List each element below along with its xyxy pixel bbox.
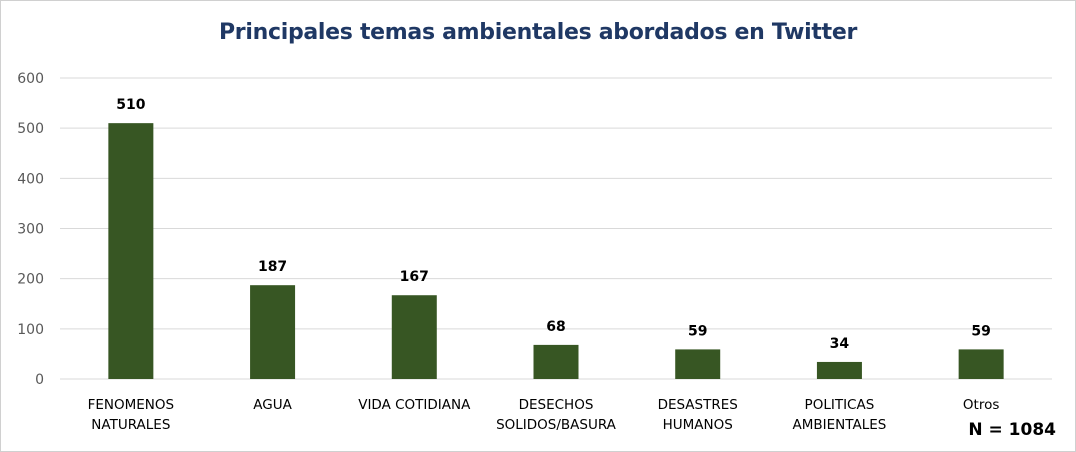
bar (250, 285, 296, 379)
x-tick-label: DESASTRES HUMANOS (658, 397, 738, 433)
y-tick-label: 500 (17, 121, 44, 137)
bars (108, 123, 1004, 380)
sample-size-annotation: N = 1084 (968, 420, 1056, 440)
data-label: 59 (971, 323, 990, 339)
data-label: 59 (688, 323, 707, 339)
chart-title: Principales temas ambientales abordados … (218, 20, 858, 45)
y-axis-ticks: 0 100 200 300 400 500 600 (17, 71, 44, 388)
y-tick-label: 600 (17, 71, 44, 87)
x-tick-label: AGUA (253, 397, 292, 413)
bar (391, 295, 437, 379)
gridlines (60, 77, 1052, 380)
bar (958, 349, 1004, 379)
bar (108, 123, 154, 380)
data-label: 187 (258, 259, 287, 275)
x-tick-label: VIDA COTIDIANA (358, 397, 471, 413)
bar (816, 361, 862, 379)
bar (675, 349, 721, 379)
x-tick-label: DESECHOS SOLIDOS/BASURA (496, 397, 617, 433)
x-tick-label: Otros (963, 397, 999, 413)
y-tick-label: 100 (17, 322, 44, 338)
x-tick-label: POLITICAS AMBIENTALES (793, 397, 887, 433)
bar (533, 344, 579, 379)
y-tick-label: 300 (17, 222, 44, 238)
data-label: 510 (116, 97, 145, 113)
x-tick-label: FENOMENOS NATURALES (88, 397, 175, 433)
data-label: 68 (546, 319, 565, 335)
y-tick-label: 0 (35, 372, 44, 388)
data-labels: 510 187 167 68 59 34 59 (116, 97, 991, 352)
y-tick-label: 400 (17, 171, 44, 187)
x-axis-labels: FENOMENOS NATURALES AGUA VIDA COTIDIANA DESE… (88, 397, 1000, 433)
data-label: 34 (830, 336, 850, 352)
data-label: 167 (400, 269, 429, 285)
y-tick-label: 200 (17, 272, 44, 288)
